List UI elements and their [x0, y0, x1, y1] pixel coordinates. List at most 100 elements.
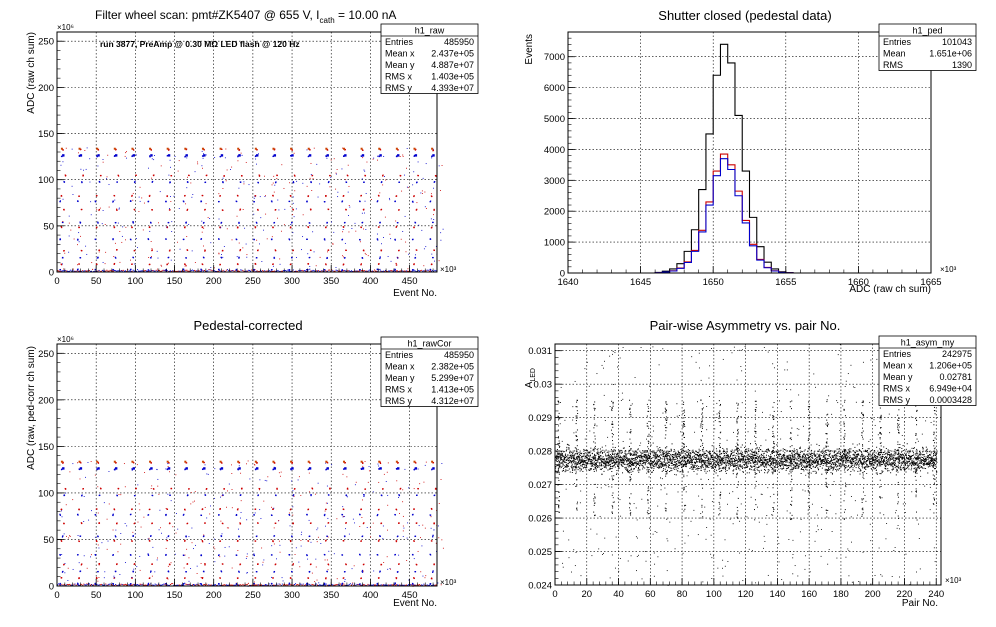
data-point — [388, 270, 389, 271]
data-point — [380, 256, 381, 257]
data-point — [412, 269, 413, 270]
data-point — [581, 466, 582, 467]
data-point — [133, 584, 134, 585]
data-point — [349, 207, 350, 208]
data-point — [349, 186, 350, 187]
data-point — [133, 571, 134, 572]
data-point — [611, 466, 612, 467]
data-point — [377, 554, 378, 555]
data-point — [573, 460, 574, 461]
data-point — [69, 471, 70, 472]
data-point — [310, 270, 311, 271]
data-point — [579, 457, 580, 458]
data-point — [121, 270, 122, 271]
data-point — [77, 264, 78, 265]
data-point — [312, 231, 313, 232]
data-point — [642, 463, 643, 464]
data-point — [98, 257, 99, 258]
data-point — [395, 269, 396, 270]
data-point — [366, 271, 367, 272]
data-point — [247, 572, 248, 573]
data-point — [631, 454, 632, 455]
stats-label: Entries — [385, 350, 414, 360]
data-point — [169, 564, 170, 565]
data-point — [423, 178, 424, 179]
data-point — [316, 567, 317, 568]
data-point — [617, 454, 618, 455]
data-point — [653, 461, 654, 462]
data-point — [62, 516, 63, 517]
data-point — [91, 554, 92, 555]
data-point — [115, 467, 117, 469]
data-point — [141, 584, 142, 585]
data-point — [587, 454, 588, 455]
data-point — [69, 236, 70, 237]
data-point — [578, 463, 579, 464]
data-point — [347, 175, 348, 176]
data-point — [593, 450, 594, 451]
data-point — [171, 488, 172, 489]
data-point — [279, 584, 280, 585]
data-point — [87, 568, 88, 569]
data-point — [95, 537, 96, 538]
data-point — [97, 581, 98, 582]
data-point — [356, 584, 357, 585]
data-point — [389, 199, 390, 200]
data-point — [95, 475, 96, 476]
data-point — [273, 541, 274, 542]
data-point — [104, 271, 105, 272]
data-point — [658, 450, 659, 451]
data-point — [324, 238, 325, 239]
data-point — [132, 541, 133, 542]
y-tick-label: 250 — [38, 37, 54, 48]
data-point — [568, 444, 569, 445]
data-point — [75, 584, 76, 585]
data-point — [267, 585, 268, 586]
data-point — [161, 533, 162, 534]
data-point — [98, 222, 99, 223]
data-point — [105, 224, 106, 225]
data-point — [256, 154, 258, 156]
data-point — [371, 585, 372, 586]
data-point — [237, 216, 238, 217]
data-point — [113, 576, 114, 577]
y-multiplier-raw: ×10⁶ — [57, 23, 74, 32]
data-point — [218, 269, 219, 270]
data-point — [154, 571, 155, 572]
data-point — [644, 460, 645, 461]
data-point — [202, 148, 204, 150]
data-point — [100, 208, 101, 209]
data-point — [60, 200, 61, 201]
data-point — [99, 584, 100, 585]
data-point — [628, 471, 629, 472]
data-point — [597, 462, 598, 463]
data-point — [327, 571, 328, 572]
data-point — [390, 584, 391, 585]
data-point — [308, 269, 309, 270]
data-point — [639, 461, 640, 462]
data-point — [628, 467, 629, 468]
data-point — [298, 585, 299, 586]
data-point — [203, 571, 204, 572]
data-point — [342, 148, 343, 149]
data-point — [90, 201, 91, 202]
data-point — [578, 466, 579, 467]
data-point — [363, 250, 364, 251]
data-point — [561, 457, 562, 458]
data-point — [237, 461, 239, 463]
data-point — [328, 537, 329, 538]
data-point — [310, 564, 311, 565]
data-point — [661, 463, 662, 464]
data-point — [559, 464, 560, 465]
data-point — [175, 474, 176, 475]
data-point — [162, 270, 163, 271]
data-point — [96, 578, 97, 579]
data-point — [119, 262, 120, 263]
y-tick-label: 100 — [38, 175, 54, 186]
data-point — [118, 488, 119, 489]
data-point — [77, 244, 78, 245]
data-point — [257, 270, 258, 271]
data-point — [360, 239, 361, 240]
data-point — [591, 466, 592, 467]
data-point — [642, 465, 643, 466]
